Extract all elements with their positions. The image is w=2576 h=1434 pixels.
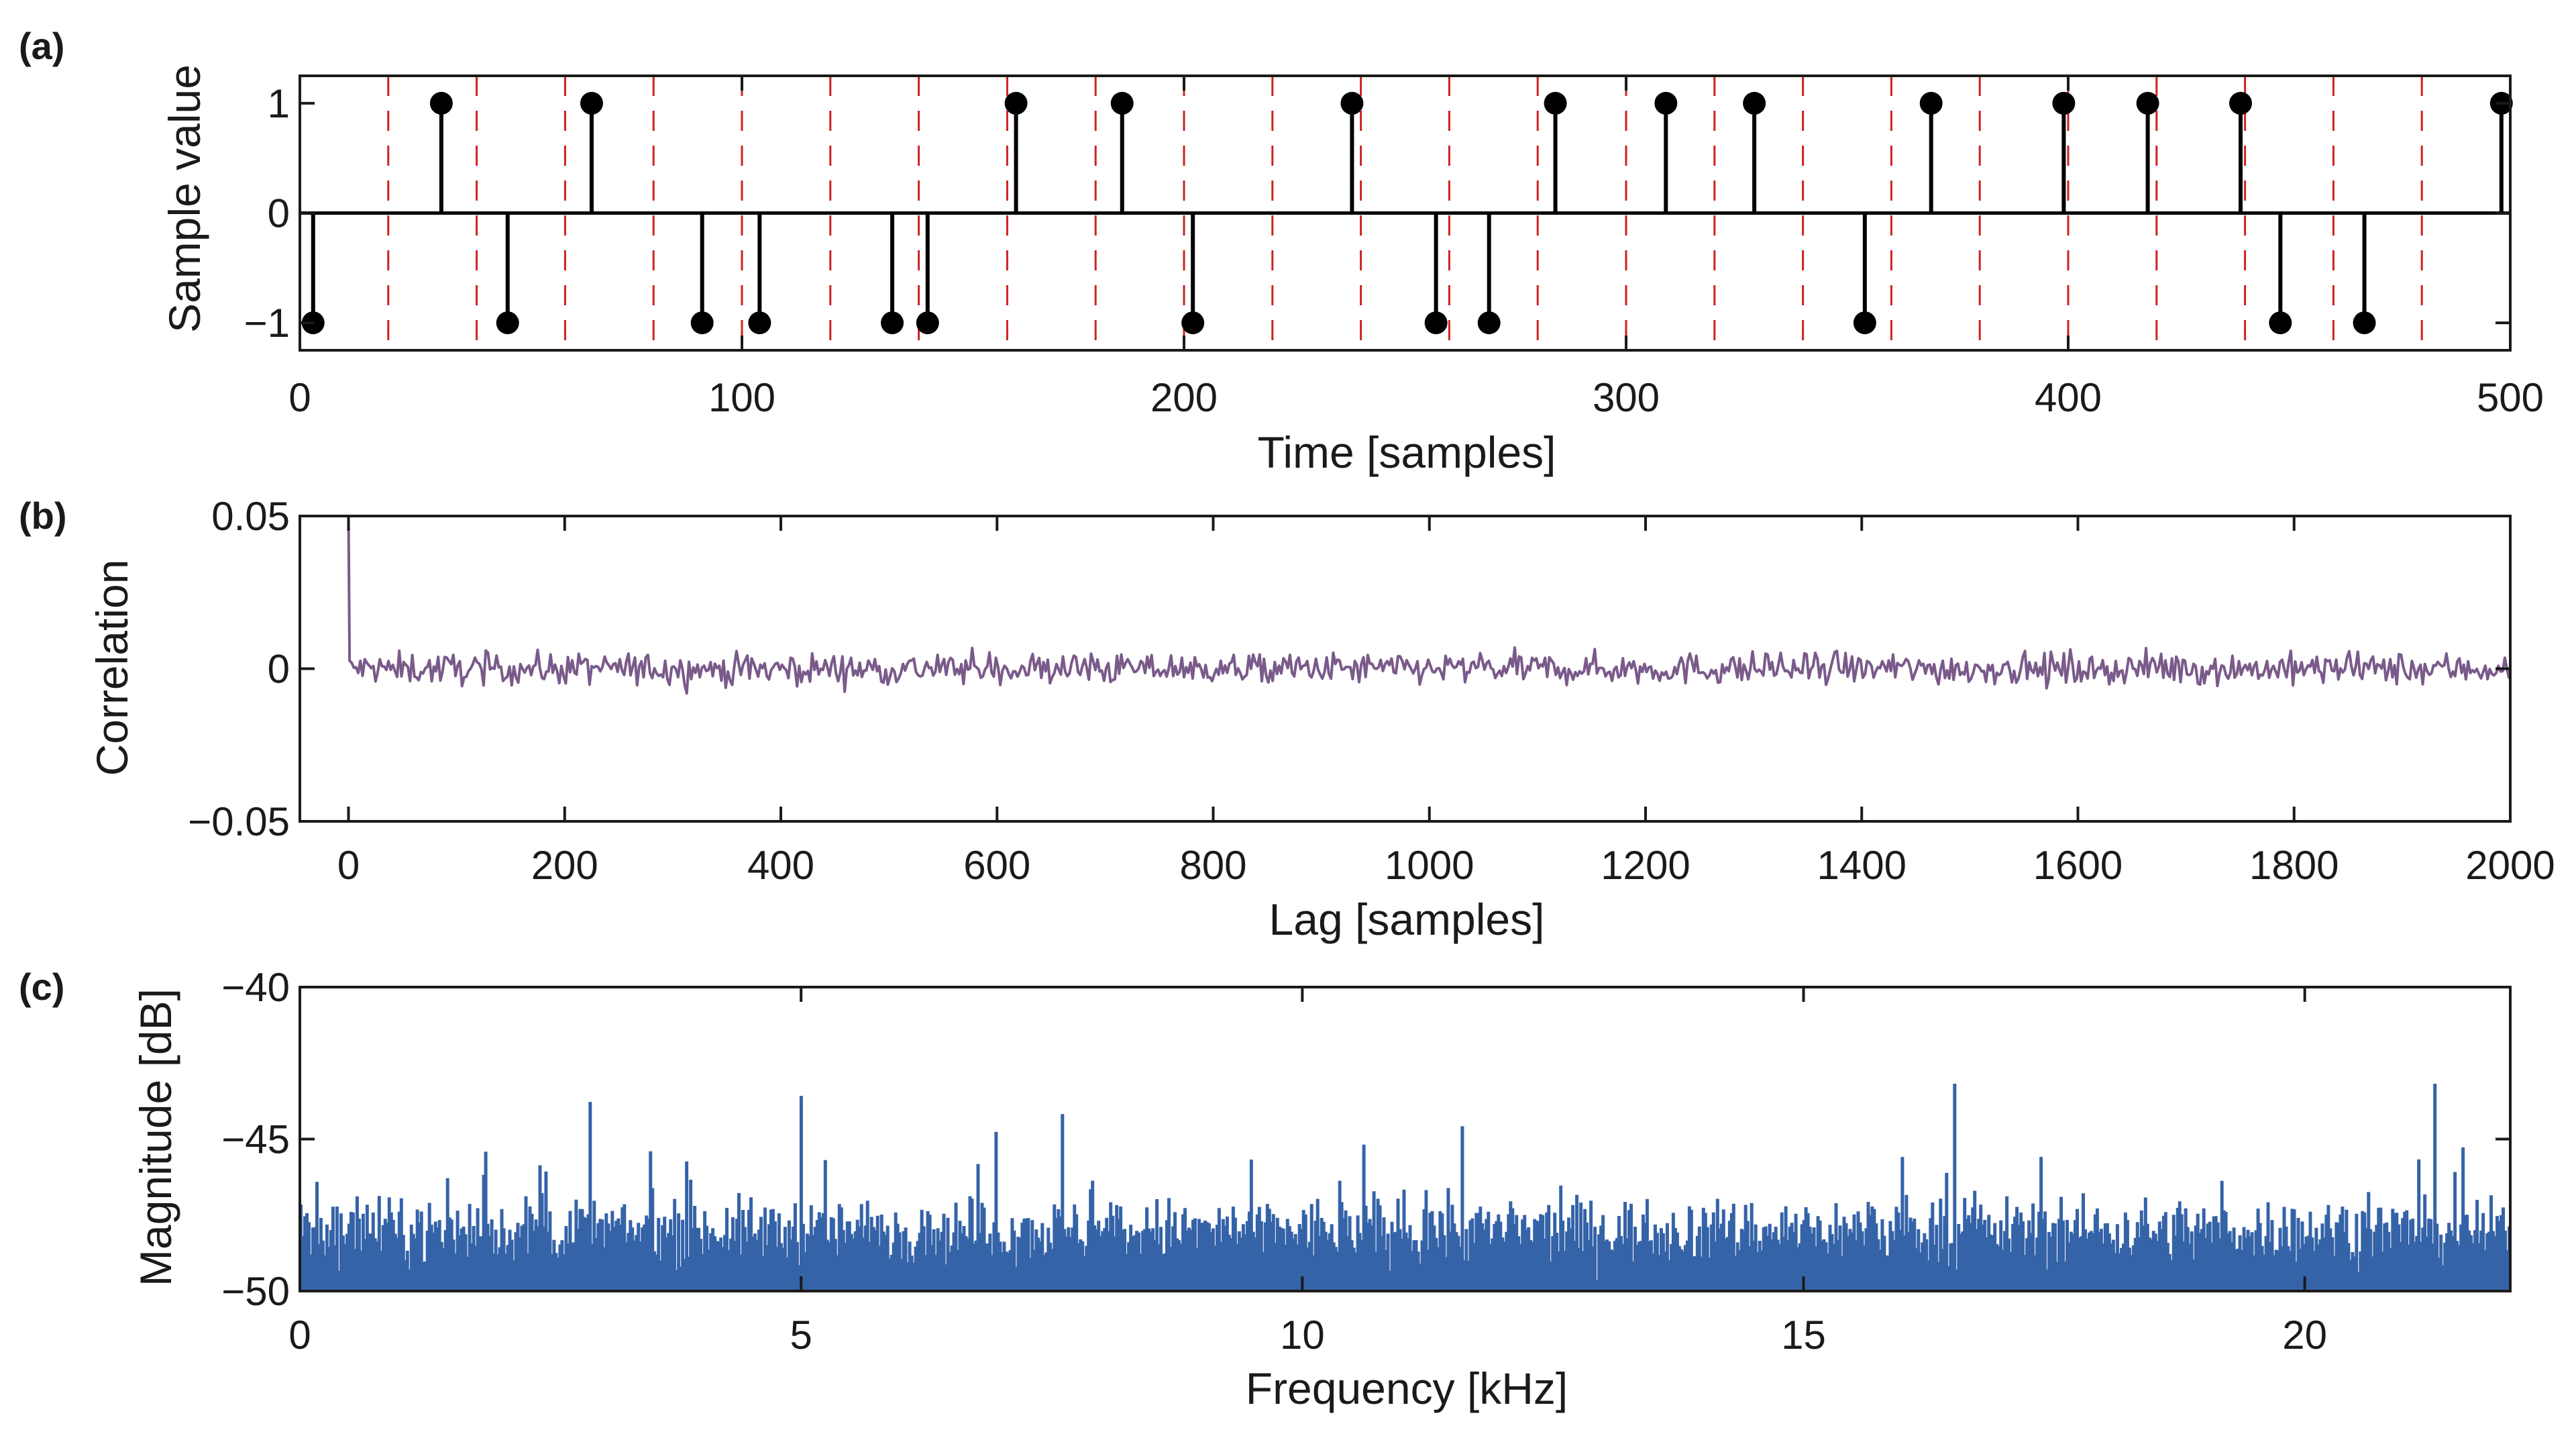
panel-a-stems [300,91,2513,335]
stem-marker [916,311,939,335]
stem-marker [580,91,603,115]
stem-marker [2052,91,2076,115]
x-tick-label: 600 [963,843,1030,888]
x-tick-label: 1400 [1817,843,1907,888]
y-tick-label: −1 [244,301,290,346]
x-tick-label: 5 [790,1313,812,1358]
x-tick-label: 20 [2282,1313,2327,1358]
x-tick-label: 1000 [1385,843,1474,888]
panel-c: 0 5 10 15 20 −50 −45 −40 Frequency [kHz] Magnit… [131,965,2512,1413]
x-tick-label: 10 [1280,1313,1325,1358]
x-tick-label: 400 [747,843,814,888]
x-tick-label: 800 [1179,843,1246,888]
stem-marker [1340,91,1364,115]
stem-marker [1424,311,1448,335]
y-tick-label: −50 [221,1269,290,1314]
panel-a-ylabel: Sample value [160,64,209,333]
x-tick-label: 0 [288,1313,311,1358]
x-tick-label: 400 [2035,375,2102,420]
panel-b: 0 200 400 600 800 1000 1200 1400 1600 1800 2000 −0.… [87,494,2555,944]
x-tick-label: 1200 [1601,843,1690,888]
y-tick-label: 0.05 [211,494,290,539]
panel-c-ticks: 0 5 10 15 20 −50 −45 −40 [221,965,2510,1358]
stem-marker [748,311,771,335]
stem-marker [1110,91,1134,115]
panel-a-label: (a) [19,25,64,67]
stem-marker [496,311,519,335]
x-tick-label: 15 [1781,1313,1826,1358]
panel-b-xlabel: Lag [samples] [1269,894,1545,944]
stem-marker [881,311,904,335]
spectrum-bars [299,1084,2511,1292]
stem-marker [1477,311,1501,335]
panel-a-ticks: 0 100 200 300 400 500 −1 0 1 [244,76,2544,420]
stem-marker [1181,311,1205,335]
correlation-line [347,515,2511,695]
panel-b-label: (b) [19,495,67,537]
stem-marker [1544,91,1567,115]
stem-marker [1004,91,1028,115]
y-tick-label: 0 [268,647,290,692]
panel-a: 0 100 200 300 400 500 −1 0 1 Time [samples] Samp… [160,64,2544,477]
stem-marker [429,91,453,115]
panel-c-series [299,1084,2511,1292]
stem-marker [1654,91,1678,115]
y-tick-label: −45 [221,1117,290,1162]
y-tick-label: −0.05 [188,799,290,844]
y-tick-label: 0 [268,191,290,236]
panel-b-series [347,515,2511,695]
panel-a-dashed-grid [387,76,2423,350]
panel-b-ylabel: Correlation [87,560,137,776]
stem-marker [1853,311,1876,335]
x-tick-label: 200 [1150,375,1218,420]
panel-c-xlabel: Frequency [kHz] [1246,1364,1568,1413]
y-tick-label: 1 [268,81,290,126]
x-tick-label: 500 [2477,375,2544,420]
x-tick-label: 2000 [2465,843,2555,888]
x-tick-label: 100 [708,375,775,420]
x-tick-label: 300 [1593,375,1660,420]
stem-marker [1743,91,1766,115]
x-tick-label: 0 [337,843,360,888]
x-tick-label: 1800 [2249,843,2339,888]
stem-marker [2229,91,2253,115]
panel-c-ylabel: Magnitude [dB] [131,988,180,1286]
x-tick-label: 1600 [2033,843,2123,888]
stem-marker [2269,311,2292,335]
x-tick-label: 200 [531,843,598,888]
panel-a-xlabel: Time [samples] [1258,427,1556,477]
stem-marker [2353,311,2376,335]
stem-marker [1919,91,1943,115]
panel-c-label: (c) [19,966,64,1008]
y-tick-label: −40 [221,965,290,1010]
x-tick-label: 0 [288,375,311,420]
stem-marker [2136,91,2159,115]
stem-marker [690,311,714,335]
panel-b-ticks: 0 200 400 600 800 1000 1200 1400 1600 1800 2000 −0.… [188,494,2555,888]
